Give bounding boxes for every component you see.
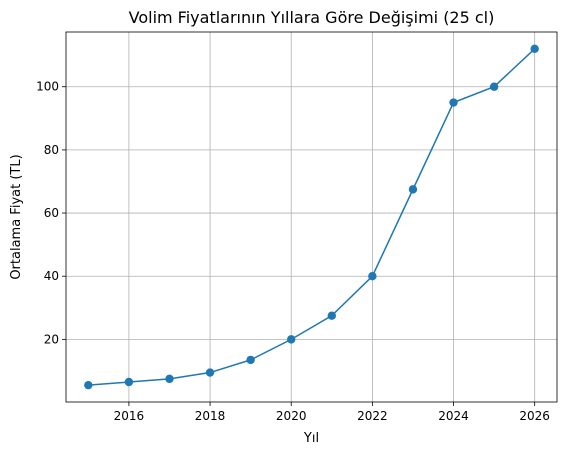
series-layer (84, 44, 539, 390)
data-point (368, 272, 377, 281)
data-point (327, 311, 336, 320)
data-point (205, 368, 215, 377)
data-point (530, 44, 539, 54)
x-axis-ticks: 2016 2018 2020 2022 2024 2026 (114, 402, 550, 423)
y-tick-label: 60 (44, 206, 59, 220)
x-tick-label: 2022 (357, 409, 388, 423)
data-point (84, 380, 93, 390)
data-point (489, 82, 499, 91)
y-tick-label: 20 (44, 332, 59, 346)
grid (66, 32, 557, 402)
y-tick-label: 80 (44, 143, 59, 157)
data-point (408, 185, 418, 194)
y-tick-label: 100 (36, 80, 59, 94)
y-axis-label: Ortalama Fiyat (TL) (9, 154, 24, 279)
y-tick-label: 40 (44, 269, 59, 283)
x-tick-label: 2026 (519, 409, 550, 423)
y-axis-ticks: 20 40 60 80 100 (36, 80, 66, 346)
data-point (449, 98, 458, 107)
data-point (287, 335, 296, 344)
plot-area-frame (65, 31, 558, 403)
x-tick-label: 2024 (438, 409, 469, 423)
data-point (124, 377, 134, 387)
series-line (88, 48, 536, 386)
x-tick-label: 2018 (195, 409, 226, 423)
x-tick-label: 2016 (114, 409, 145, 423)
data-point (246, 355, 255, 365)
x-tick-label: 2020 (276, 409, 307, 423)
data-point (165, 374, 174, 384)
x-axis-label: Yıl (303, 431, 319, 446)
chart-title: Volim Fiyatlarının Yıllara Göre Değişimi… (129, 8, 495, 27)
